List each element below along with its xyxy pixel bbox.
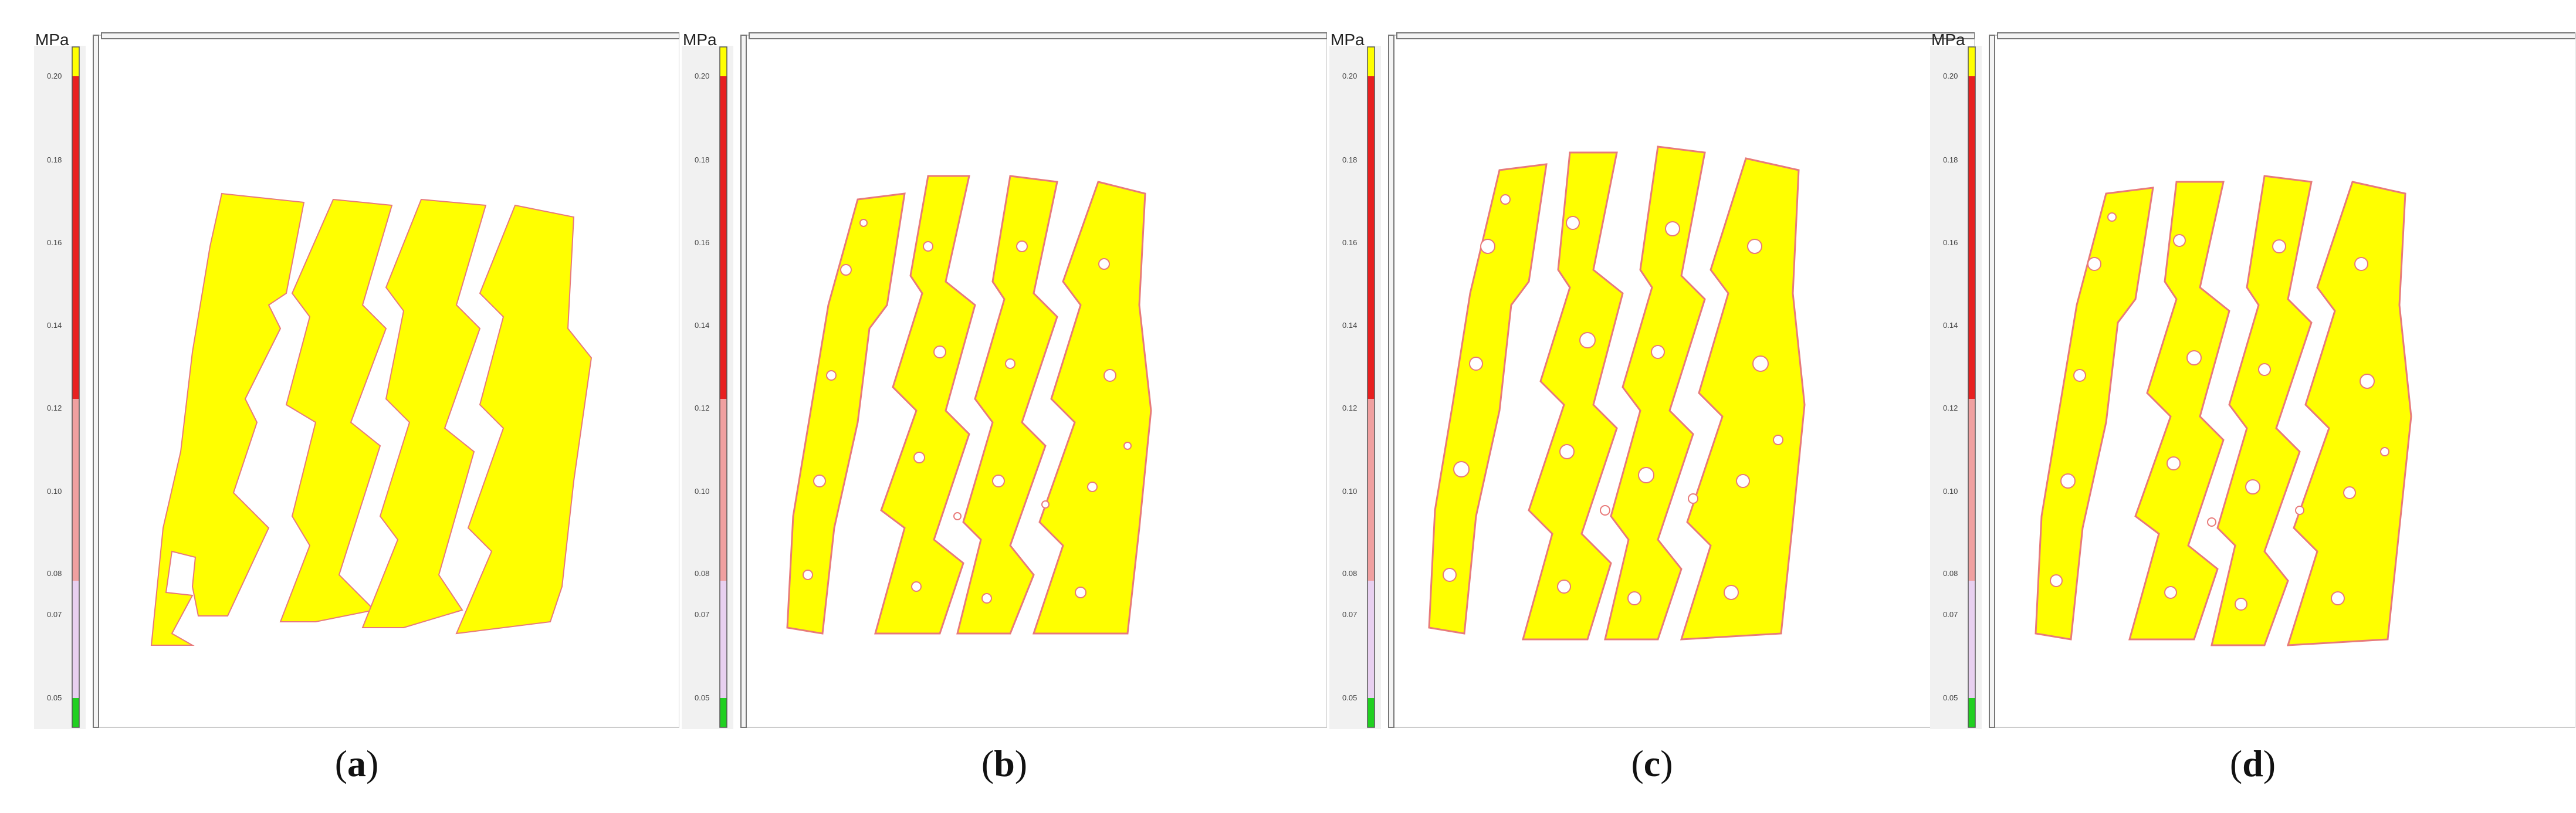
- tick-label: 0.14: [47, 321, 62, 330]
- unit-label: MPa: [1931, 31, 1965, 49]
- color-scale: [682, 46, 733, 729]
- speckle-holes-b: [803, 219, 1132, 604]
- left-ruler: [1388, 35, 1394, 728]
- tick-label: 0.12: [47, 404, 62, 412]
- tick-label: 0.16: [695, 238, 710, 247]
- panel-c: MPa 0.20 0.18 0.16 0.14 0.12 0.10 0.08 0…: [1329, 0, 1975, 813]
- contact-patch-b: [786, 175, 1152, 635]
- caption-d: (d): [2229, 743, 2276, 784]
- tick-label: 0.05: [1943, 693, 1958, 702]
- caption-b: (b): [981, 743, 1028, 784]
- top-ruler: [749, 32, 1327, 39]
- left-ruler: [740, 35, 747, 728]
- left-ruler: [1989, 35, 1995, 728]
- tick-label: 0.07: [695, 610, 710, 619]
- panel-b: MPa 0.20 0.18 0.16 0.14 0.12 0.10 0.08 0…: [682, 0, 1327, 813]
- panel-a: MPa 0.20 0.18 0.16 0.14 0.12 0.10 0.08 0…: [34, 0, 679, 813]
- tick-label: 0.18: [1342, 155, 1358, 164]
- tick-label: 0.08: [1342, 569, 1358, 578]
- tick-label: 0.05: [47, 693, 62, 702]
- tick-label: 0.10: [695, 487, 710, 496]
- top-ruler: [1997, 32, 2575, 39]
- top-ruler: [101, 32, 679, 39]
- tick-label: 0.20: [695, 72, 710, 80]
- speckle-holes-d: [2050, 212, 2389, 611]
- tick-label: 0.05: [695, 693, 710, 702]
- tick-label: 0.08: [695, 569, 710, 578]
- tick-label: 0.20: [47, 72, 62, 80]
- contact-patch-a: [150, 192, 593, 646]
- tick-label: 0.10: [1342, 487, 1358, 496]
- contact-patch-d: [2035, 175, 2412, 646]
- tick-label: 0.18: [1943, 155, 1958, 164]
- tick-label: 0.20: [1943, 72, 1958, 80]
- tick-label: 0.16: [1342, 238, 1358, 247]
- tick-label: 0.07: [1943, 610, 1958, 619]
- panel-d: MPa 0.20 0.18 0.16 0.14 0.12 0.10 0.08 0…: [1930, 0, 2575, 813]
- tick-label: 0.08: [47, 569, 62, 578]
- tick-label: 0.10: [1943, 487, 1958, 496]
- caption-a: (a): [334, 743, 379, 784]
- caption-c: (c): [1631, 743, 1673, 784]
- tick-label: 0.07: [1342, 610, 1358, 619]
- tick-label: 0.05: [1342, 693, 1358, 702]
- color-scale: [34, 46, 86, 729]
- tick-label: 0.18: [47, 155, 62, 164]
- unit-label: MPa: [1331, 31, 1365, 49]
- tick-label: 0.14: [1342, 321, 1358, 330]
- pressure-plot-d: [1930, 32, 2575, 729]
- tick-label: 0.16: [47, 238, 62, 247]
- tick-label: 0.14: [1943, 321, 1958, 330]
- tick-label: 0.16: [1943, 238, 1958, 247]
- pressure-plot-b: [682, 32, 1327, 729]
- tick-label: 0.14: [695, 321, 710, 330]
- pressure-plot-a: [34, 32, 679, 729]
- tick-label: 0.18: [695, 155, 710, 164]
- unit-label: MPa: [683, 31, 717, 49]
- color-scale: [1930, 46, 1982, 729]
- speckle-holes-c: [1443, 194, 1783, 605]
- tick-label: 0.12: [695, 404, 710, 412]
- tick-label: 0.12: [1943, 404, 1958, 412]
- tick-label: 0.08: [1943, 569, 1958, 578]
- tick-label: 0.07: [47, 610, 62, 619]
- tick-label: 0.10: [47, 487, 62, 496]
- tick-label: 0.12: [1342, 404, 1358, 412]
- pressure-plot-c: [1329, 32, 1975, 729]
- color-scale: [1329, 46, 1381, 729]
- unit-label: MPa: [35, 31, 69, 49]
- tick-label: 0.20: [1342, 72, 1358, 80]
- top-ruler: [1396, 32, 1975, 39]
- left-ruler: [93, 35, 99, 728]
- contact-patch-c: [1428, 145, 1806, 641]
